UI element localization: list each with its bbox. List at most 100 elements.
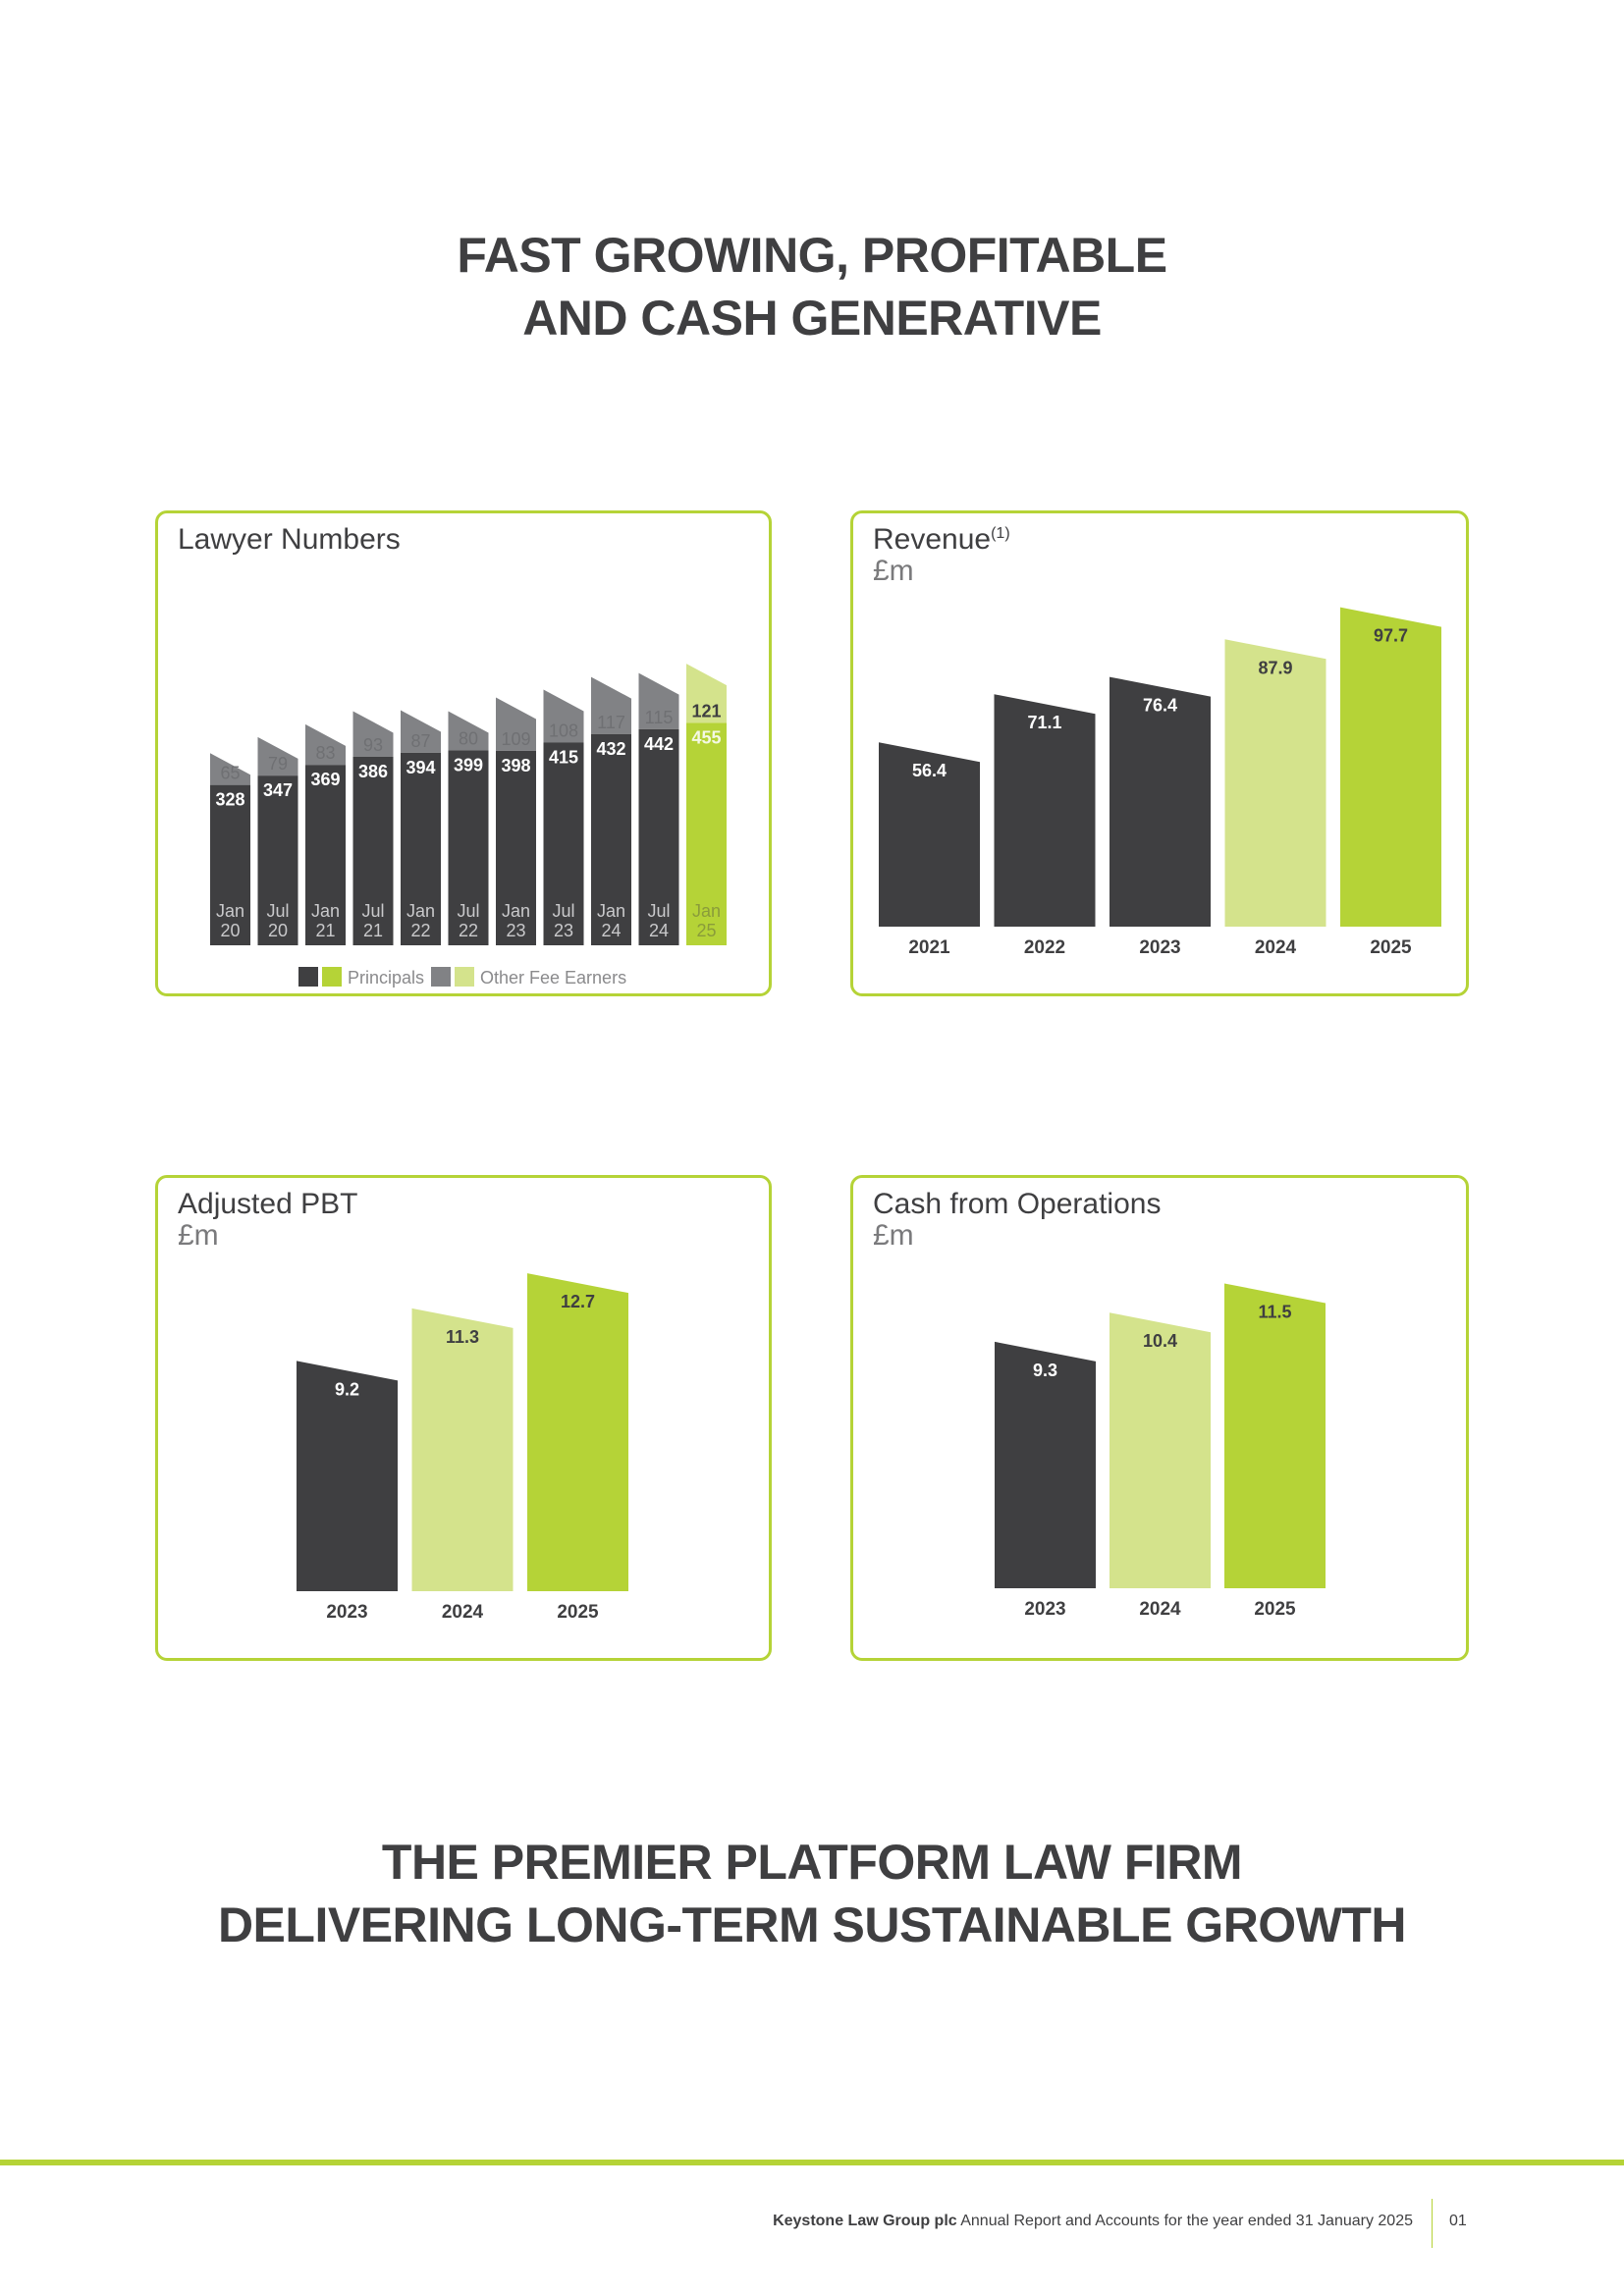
bar-principals (401, 752, 441, 945)
revenue-title-text: Revenue (873, 523, 992, 556)
tick-label-year: 2024 (442, 1602, 484, 1623)
bar (297, 1361, 398, 1591)
tick-label-year: 2025 (1370, 937, 1412, 958)
data-label: 87.9 (1258, 658, 1292, 677)
bar-other-fee-earners (210, 753, 250, 785)
bar (1110, 676, 1211, 927)
cash-from-operations-panel: Cash from Operations £m 9.3 2023 10.4 2024 1… (850, 1175, 1469, 1661)
legend-swatch-other-grey (431, 967, 451, 987)
tick-label-year: 20 (268, 921, 288, 940)
bar-principals (686, 722, 727, 945)
bar (879, 742, 980, 927)
headline-top-line1: FAST GROWING, PROFITABLE (457, 228, 1167, 283)
tick-label-year: 2024 (1139, 1599, 1181, 1620)
label-other-fee-earners: 65 (220, 764, 240, 783)
footer-divider (1432, 2199, 1433, 2248)
tick-label-year: 24 (649, 921, 669, 940)
label-other-fee-earners: 87 (410, 731, 430, 751)
label-principals: 455 (691, 727, 721, 747)
label-other-fee-earners: 83 (315, 743, 335, 763)
tick-label-month: Jul (266, 901, 289, 921)
headline-bottom-line1: THE PREMIER PLATFORM LAW FIRM (381, 1835, 1243, 1890)
revenue-title: Revenue(1) (873, 523, 1010, 557)
data-label: 56.4 (912, 761, 947, 780)
bar-other-fee-earners (591, 676, 631, 734)
bar-principals (543, 742, 584, 945)
bar (1110, 1312, 1211, 1588)
label-principals: 347 (263, 780, 293, 800)
data-label: 71.1 (1027, 713, 1061, 732)
tick-label-month: Jul (457, 901, 479, 921)
adjusted-pbt-title: Adjusted PBT (178, 1188, 358, 1220)
tick-label-year: 24 (601, 921, 621, 940)
tick-label-year: 2023 (1139, 937, 1180, 958)
headline-bottom: THE PREMIER PLATFORM LAW FIRM DELIVERING… (0, 1831, 1624, 1956)
bar-principals (638, 728, 679, 945)
label-principals: 394 (406, 758, 435, 777)
tick-label-year: 20 (220, 921, 240, 940)
label-principals: 328 (215, 790, 244, 810)
tick-label-year: 2025 (1254, 1599, 1296, 1620)
bar (1340, 607, 1441, 927)
legend-swatch-principals-dark (298, 967, 318, 987)
revenue-footnote-marker: (1) (991, 525, 1010, 542)
adjusted-pbt-chart: 9.2 2023 11.3 2024 12.7 2025 (297, 1273, 628, 1623)
footer-company: Keystone Law Group plc (773, 2213, 957, 2229)
tick-label-year: 2022 (1024, 937, 1065, 958)
legend-label-other-fee-earners: Other Fee Earners (480, 968, 626, 988)
lawyer-numbers-chart: 65328Jan2079347Jul2083369Jan2193386Jul21… (210, 664, 727, 988)
tick-label-month: Jan (406, 901, 435, 921)
label-principals: 386 (358, 762, 388, 781)
bar (1224, 639, 1326, 927)
tick-label-month: Jan (216, 901, 244, 921)
label-other-fee-earners: 117 (597, 713, 625, 732)
label-principals: 398 (501, 756, 530, 775)
tick-label-month: Jan (692, 901, 721, 921)
tick-label-year: 21 (363, 921, 383, 940)
footer-rule (0, 2160, 1624, 2165)
label-other-fee-earners: 115 (645, 708, 674, 727)
bar (995, 1341, 1096, 1588)
label-principals: 415 (549, 747, 578, 767)
bar (527, 1273, 628, 1591)
bar-principals (257, 775, 298, 945)
bar (411, 1308, 514, 1591)
data-label: 11.5 (1258, 1303, 1291, 1322)
headline-top-line2: AND CASH GENERATIVE (522, 291, 1102, 346)
tick-label-month: Jul (361, 901, 384, 921)
tick-label-year: 23 (506, 921, 525, 940)
bar-principals (352, 756, 394, 945)
data-label: 76.4 (1143, 696, 1177, 716)
tick-label-year: 25 (696, 921, 716, 940)
data-label: 9.2 (335, 1379, 359, 1399)
tick-label-year: 2021 (908, 937, 950, 958)
tick-label-month: Jan (502, 901, 530, 921)
bar-other-fee-earners (686, 664, 727, 723)
legend-label-principals: Principals (348, 968, 424, 988)
data-label: 12.7 (561, 1292, 595, 1311)
adjusted-pbt-unit: £m (178, 1219, 219, 1252)
tick-label-year: 21 (315, 921, 335, 940)
label-other-fee-earners: 109 (501, 729, 530, 749)
label-principals: 432 (596, 739, 625, 759)
data-label: 10.4 (1143, 1331, 1177, 1351)
bar (1224, 1283, 1326, 1588)
data-label: 11.3 (446, 1327, 479, 1347)
bar-other-fee-earners (448, 711, 489, 751)
footer-description: Annual Report and Accounts for the year … (960, 2213, 1413, 2229)
cash-from-operations-title: Cash from Operations (873, 1188, 1162, 1220)
tick-label-month: Jul (647, 901, 670, 921)
tick-label-year: 2023 (1024, 1599, 1065, 1620)
legend-swatch-principals-green (322, 967, 342, 987)
bar-other-fee-earners (352, 711, 394, 757)
bar-other-fee-earners (496, 697, 536, 751)
bar-other-fee-earners (543, 689, 584, 743)
footer-text: Keystone Law Group plc Annual Report and… (773, 2213, 1413, 2230)
cash-from-operations-unit: £m (873, 1219, 914, 1252)
tick-label-year: 23 (554, 921, 573, 940)
tick-label-year: 2023 (326, 1602, 367, 1623)
label-principals: 399 (454, 755, 483, 774)
bar-other-fee-earners (638, 672, 679, 729)
bar (994, 694, 1096, 927)
tick-label-month: Jul (552, 901, 574, 921)
